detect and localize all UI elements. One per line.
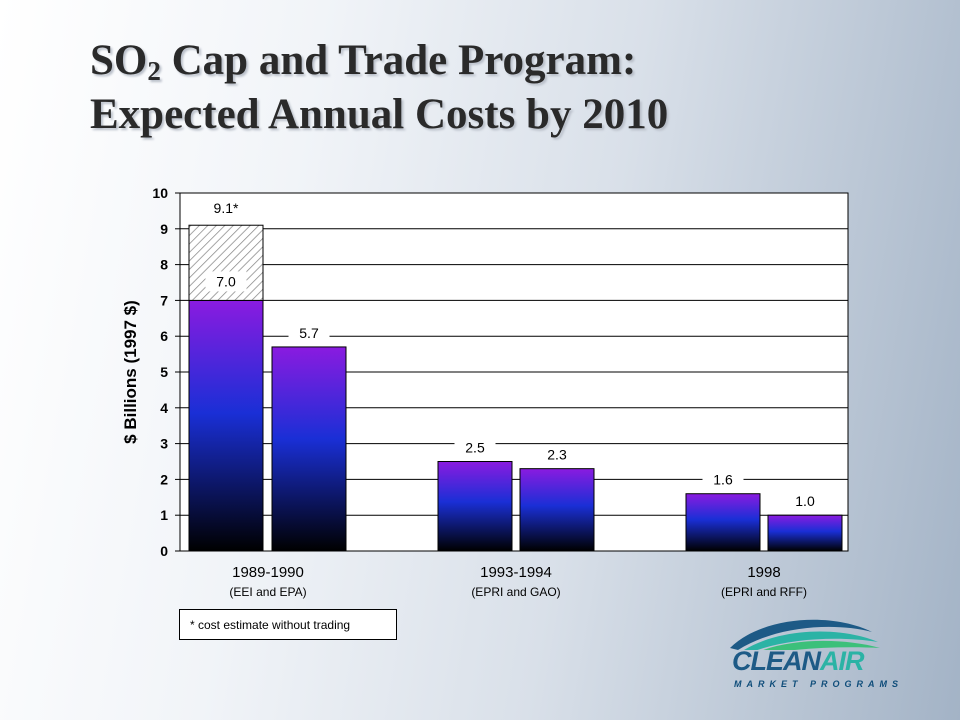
- data-label: 1.6: [713, 472, 733, 488]
- data-label: 2.5: [465, 440, 485, 456]
- logo-word-clean: CLEAN: [732, 646, 821, 676]
- x-group-label: 1993-1994: [480, 564, 552, 581]
- logo-wordmark: CLEANAIR: [732, 646, 864, 676]
- y-tick-label: 5: [160, 364, 168, 380]
- slide-title: SO2 Cap and Trade Program: Expected Annu…: [90, 36, 668, 140]
- y-tick-label: 2: [160, 471, 168, 487]
- data-label: 2.3: [547, 447, 567, 463]
- bar: [437, 461, 513, 552]
- extension-label-bg: [201, 198, 251, 219]
- data-label-bg: [205, 271, 247, 292]
- y-tick-label: 4: [160, 400, 168, 416]
- logo-tagline: MARKET PROGRAMS: [734, 679, 903, 689]
- y-tick-label: 1: [160, 507, 168, 523]
- data-label-bg: [702, 469, 744, 490]
- y-tick-label: 6: [160, 328, 168, 344]
- logo-word-air: AIR: [820, 646, 864, 676]
- y-tick-label: 7: [160, 292, 168, 308]
- title-suffix: Cap and Trade Program:: [160, 37, 637, 84]
- bar: [767, 514, 843, 552]
- data-label-bg: [536, 444, 578, 465]
- y-tick-label: 9: [160, 221, 168, 237]
- data-label-bg: [288, 322, 330, 343]
- data-label: 1.0: [795, 493, 815, 509]
- data-label: 5.7: [299, 325, 319, 341]
- y-tick-label: 10: [152, 185, 168, 201]
- title-prefix: SO: [90, 37, 148, 84]
- y-tick-label: 3: [160, 436, 168, 452]
- x-group-sublabel: (EPRI and RFF): [721, 585, 807, 599]
- x-group-sublabel: (EEI and EPA): [229, 585, 306, 599]
- logo-swoosh-icon: [730, 619, 880, 650]
- bar: [271, 346, 347, 552]
- footnote-box: * cost estimate without trading: [179, 609, 397, 640]
- data-label: 7.0: [216, 273, 236, 289]
- x-group-label: 1998: [747, 564, 780, 581]
- y-tick-label: 8: [160, 257, 168, 273]
- y-tick-label: 0: [160, 543, 168, 559]
- x-group-sublabel: (EPRI and GAO): [471, 585, 560, 599]
- title-line2: Expected Annual Costs by 2010: [90, 91, 669, 138]
- bar: [519, 468, 595, 552]
- data-label-bg: [784, 491, 826, 512]
- extension-label: 9.1*: [214, 200, 239, 216]
- data-label-bg: [454, 437, 496, 458]
- x-group-label: 1989-1990: [232, 564, 304, 581]
- bar: [685, 493, 761, 552]
- title-subscript: 2: [147, 56, 161, 86]
- y-axis-label: $ Billions (1997 $): [121, 300, 140, 444]
- bar: [188, 299, 264, 552]
- plot-border: [179, 192, 849, 552]
- footnote-text: * cost estimate without trading: [190, 618, 351, 632]
- clean-air-logo: CLEANAIR MARKET PROGRAMS: [722, 610, 898, 696]
